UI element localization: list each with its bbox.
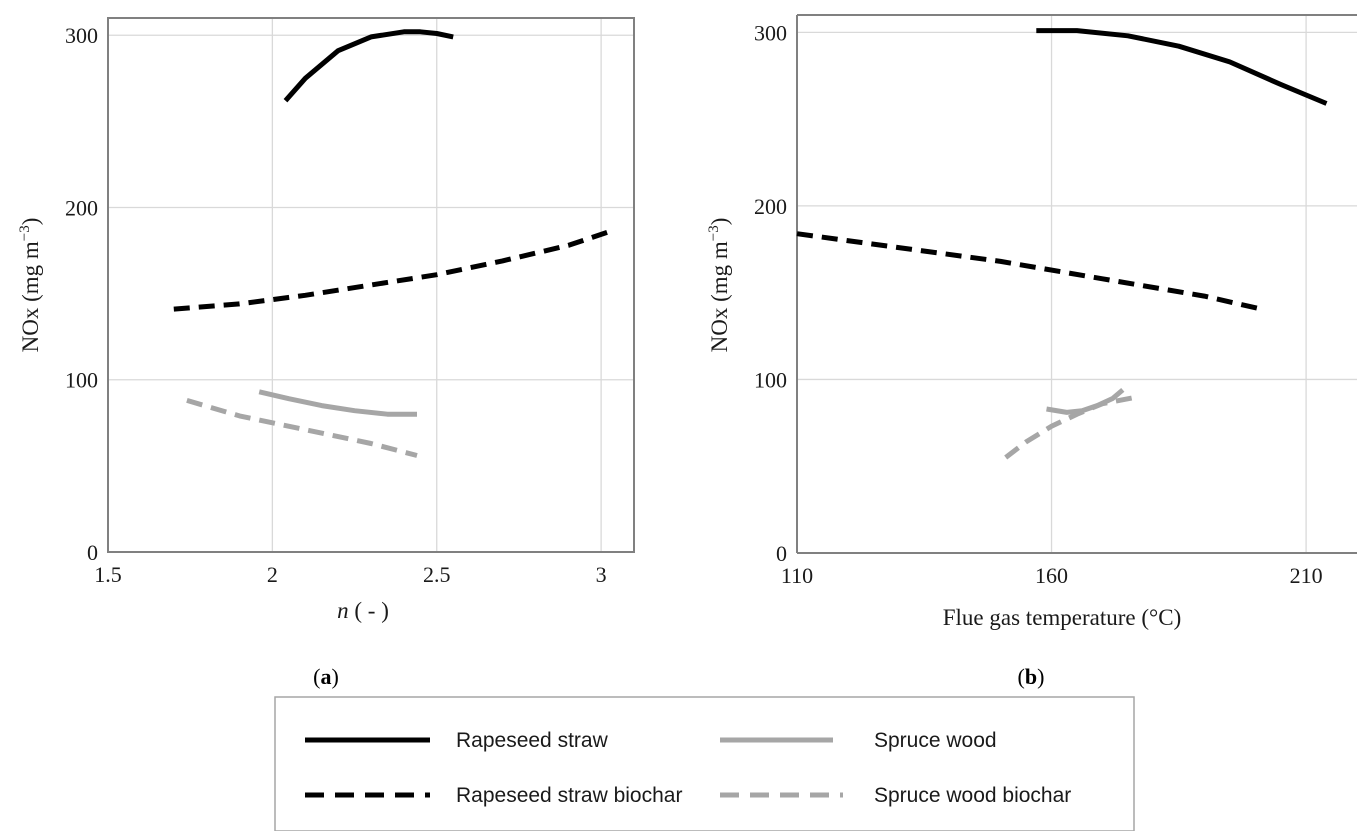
panel-b-x-tick-label: 110: [781, 563, 813, 588]
panel-b-series-spruce-wood-biochar: [1004, 394, 1139, 460]
panel-a-plot-frame: [107, 17, 635, 553]
panel-a-series-spruce-wood: [258, 389, 417, 417]
panel-b-tick-labels: 0 100 200 300 110 160 210: [754, 20, 1323, 588]
panel-b-x-tick-label: 160: [1035, 563, 1068, 588]
panel-a-series-rapeseed-straw: [283, 29, 454, 103]
panel-b-label: (b): [1018, 664, 1045, 689]
panel-a-x-axis-title-italic: n: [337, 598, 349, 623]
panel-a-series: [173, 29, 616, 458]
legend-box: [274, 696, 1135, 831]
panel-a-y-axis-title: NOx (mg m−3): [17, 218, 43, 353]
panel-a-label-letter: a: [321, 664, 332, 689]
panel-a-y-axis-title-sup: −3: [17, 225, 33, 241]
legend-label-spruce-wood: Spruce wood: [874, 729, 997, 752]
panel-b-y-tick-label: 200: [754, 194, 787, 219]
panel-b-grid: [797, 15, 1357, 553]
panel-b-x-axis-title: Flue gas temperature (°C): [943, 605, 1181, 630]
panel-a-x-tick-label: 2: [267, 562, 278, 587]
panel-b-series-rapeseed-straw: [1036, 28, 1328, 106]
panel-b-x-tick-label: 210: [1290, 563, 1323, 588]
legend-label-spruce-wood-biochar: Spruce wood biochar: [874, 784, 1071, 807]
panel-a-y-axis-title-close: ): [18, 218, 43, 226]
panel-b: 0 100 200 300 110 160 210 Flue gas temperature…: [706, 14, 1357, 689]
panel-b-y-tick-label: 0: [776, 541, 787, 566]
panel-a-y-tick-label: 300: [65, 23, 98, 48]
panel-a-x-tick-label: 3: [596, 562, 607, 587]
panel-a-x-tick-label: 2.5: [423, 562, 451, 587]
legend-label-rapeseed-straw: Rapeseed straw: [456, 729, 609, 752]
panel-a-y-tick-label: 0: [87, 540, 98, 565]
panel-b-y-axis-title: NOx (mg m−3): [706, 218, 732, 353]
legend-label-rapeseed-straw-biochar: Rapeseed straw biochar: [456, 784, 682, 807]
panel-b-series-rapeseed-straw-biochar: [796, 231, 1266, 313]
panel-a-y-tick-label: 200: [65, 195, 98, 220]
panel-a-x-axis-title-rest: ( - ): [349, 598, 389, 623]
panel-b-series: [796, 28, 1328, 460]
legend: Rapeseed straw Spruce wood Rapeseed stra…: [274, 696, 1135, 831]
panel-a-y-axis-title-main: NOx (mg m: [18, 241, 43, 352]
panel-b-y-tick-label: 300: [754, 20, 787, 45]
panel-a-x-tick-label: 1.5: [94, 562, 122, 587]
panel-b-label-letter: b: [1025, 664, 1037, 689]
panel-b-y-axis-title-main: NOx (mg m: [707, 241, 732, 352]
panel-b-y-axis-title-sup: −3: [706, 225, 722, 241]
panel-b-y-tick-label: 100: [754, 367, 787, 392]
panel-a-grid: [108, 18, 634, 552]
panel-a-x-axis-title: n ( - ): [337, 598, 389, 623]
panel-b-y-axis-title-close: ): [707, 218, 732, 226]
panel-a-series-spruce-wood-biochar: [186, 398, 418, 458]
panel-a-tick-labels: 0 100 200 300 1.5 2 2.5 3: [65, 23, 607, 587]
panel-b-series-spruce-wood: [1046, 387, 1125, 415]
panel-a-label: (a): [313, 664, 339, 689]
panel-a-series-rapeseed-straw-biochar: [173, 227, 616, 312]
panel-a-y-tick-label: 100: [65, 368, 98, 393]
